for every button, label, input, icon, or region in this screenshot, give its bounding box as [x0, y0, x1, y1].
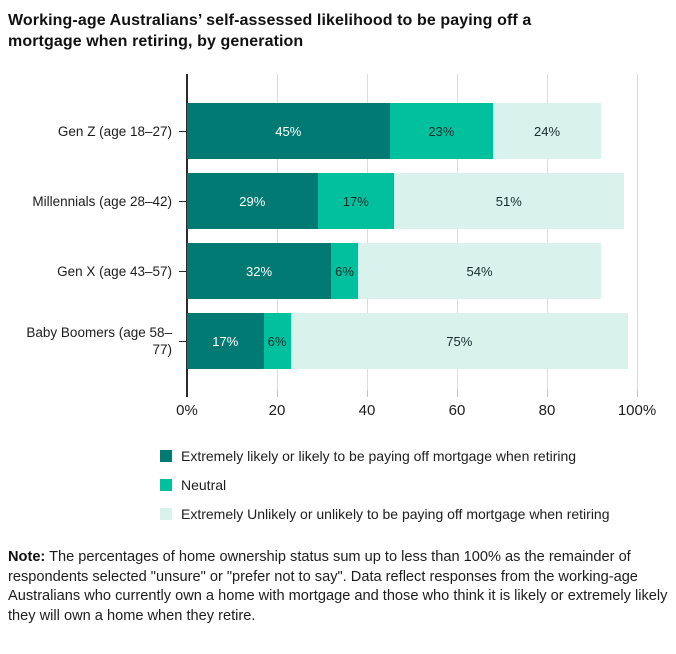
x-axis-tick	[637, 390, 638, 397]
bar-value-label: 51%	[495, 193, 522, 209]
bar-value-label: 45%	[275, 123, 302, 139]
x-axis-tick-label: 40	[358, 402, 376, 419]
legend-label: Extremely Unlikely or unlikely to be pay…	[181, 506, 610, 522]
note: Note: The percentages of home ownership …	[8, 548, 668, 626]
bar-value-label: 32%	[245, 263, 273, 279]
bar-segment: 24%	[493, 103, 601, 159]
category-label: Millennials (age 28–42)	[32, 193, 172, 209]
bar-value-label: 6%	[267, 333, 287, 349]
bar-segment: 29%	[187, 173, 318, 229]
y-axis-tick	[179, 271, 186, 272]
bar-segment: 17%	[317, 173, 394, 229]
bar-value-label: 6%	[335, 263, 354, 279]
bar-value-label: 17%	[212, 333, 239, 349]
stacked-bar-chart: Gen Z (age 18–27) 45% 23% 24% Millennials (a…	[8, 74, 668, 422]
bar-value-label: 17%	[342, 193, 369, 209]
x-axis-tick-label: 20	[268, 402, 286, 419]
bar-segment: 54%	[358, 243, 601, 299]
x-axis-tick-label: 100%	[617, 402, 657, 419]
x-axis-tick-label: 60	[448, 402, 466, 419]
legend-label: Neutral	[181, 477, 227, 493]
x-axis-tick	[186, 390, 188, 397]
chart-row: Gen X (age 43–57) 32% 6% 54%	[8, 236, 668, 306]
bar-segment: 6%	[331, 243, 358, 299]
bar-segment: 45%	[187, 103, 390, 159]
legend: Extremely likely or likely to be paying …	[160, 448, 668, 522]
chart-row: Millennials (age 28–42) 29% 17% 51%	[8, 166, 668, 236]
x-axis-tick	[367, 390, 368, 397]
x-axis-tick-label: 80	[538, 402, 556, 419]
bar-segment: 6%	[263, 313, 291, 369]
legend-item: Neutral	[160, 477, 668, 493]
stacked-bar: 45% 23% 24%	[187, 103, 601, 159]
gridline	[547, 74, 548, 390]
x-axis-tick-label: 0%	[176, 402, 198, 419]
bar-value-label: 23%	[428, 123, 455, 139]
bar-segment: 17%	[187, 313, 264, 369]
x-axis-tick	[457, 390, 458, 397]
bar-value-label: 75%	[446, 333, 473, 349]
bar-segment: 32%	[187, 243, 331, 299]
note-label: Note:	[8, 549, 46, 565]
stacked-bar: 29% 17% 51%	[187, 173, 624, 229]
chart-row: Gen Z (age 18–27) 45% 23% 24%	[8, 96, 668, 166]
chart-page: Working-age Australians’ self-assessed l…	[8, 12, 668, 626]
stacked-bar: 32% 6% 54%	[187, 243, 601, 299]
plot-area	[186, 74, 638, 397]
x-axis-tick	[547, 390, 548, 397]
note-text: The percentages of home ownership status…	[8, 549, 668, 624]
bar-value-label: 54%	[466, 263, 493, 279]
chart-title: Working-age Australians’ self-assessed l…	[8, 12, 532, 50]
y-axis-line	[186, 74, 188, 390]
bar-rows: Gen Z (age 18–27) 45% 23% 24% Millennials (a…	[8, 74, 668, 376]
legend-swatch	[160, 479, 172, 491]
x-axis-tick	[277, 390, 278, 397]
legend-label: Extremely likely or likely to be paying …	[181, 448, 577, 464]
gridline	[637, 74, 638, 390]
legend-swatch	[160, 508, 172, 520]
bar-segment: 51%	[394, 173, 624, 229]
bar-value-label: 29%	[239, 193, 266, 209]
stacked-bar: 17% 6% 75%	[187, 313, 628, 369]
x-axis-labels: 0% 20 40 60 80 100%	[176, 402, 656, 422]
bar-value-label: 24%	[533, 123, 561, 139]
bar-segment: 75%	[290, 313, 628, 369]
legend-swatch	[160, 450, 172, 462]
gridline	[367, 74, 368, 390]
chart-row: Baby Boomers (age 58–77) 17% 6% 75%	[8, 306, 668, 376]
y-axis-tick	[179, 131, 186, 132]
bar-segment: 23%	[389, 103, 493, 159]
y-axis-tick	[179, 201, 186, 202]
category-label: Gen Z (age 18–27)	[57, 123, 172, 139]
legend-item: Extremely likely or likely to be paying …	[160, 448, 668, 464]
category-label: Baby Boomers (age 58–77)	[26, 325, 172, 357]
gridline	[457, 74, 458, 390]
gridline	[277, 74, 278, 390]
y-axis-tick	[179, 341, 186, 342]
legend-item: Extremely Unlikely or unlikely to be pay…	[160, 506, 668, 522]
category-label: Gen X (age 43–57)	[57, 263, 172, 279]
